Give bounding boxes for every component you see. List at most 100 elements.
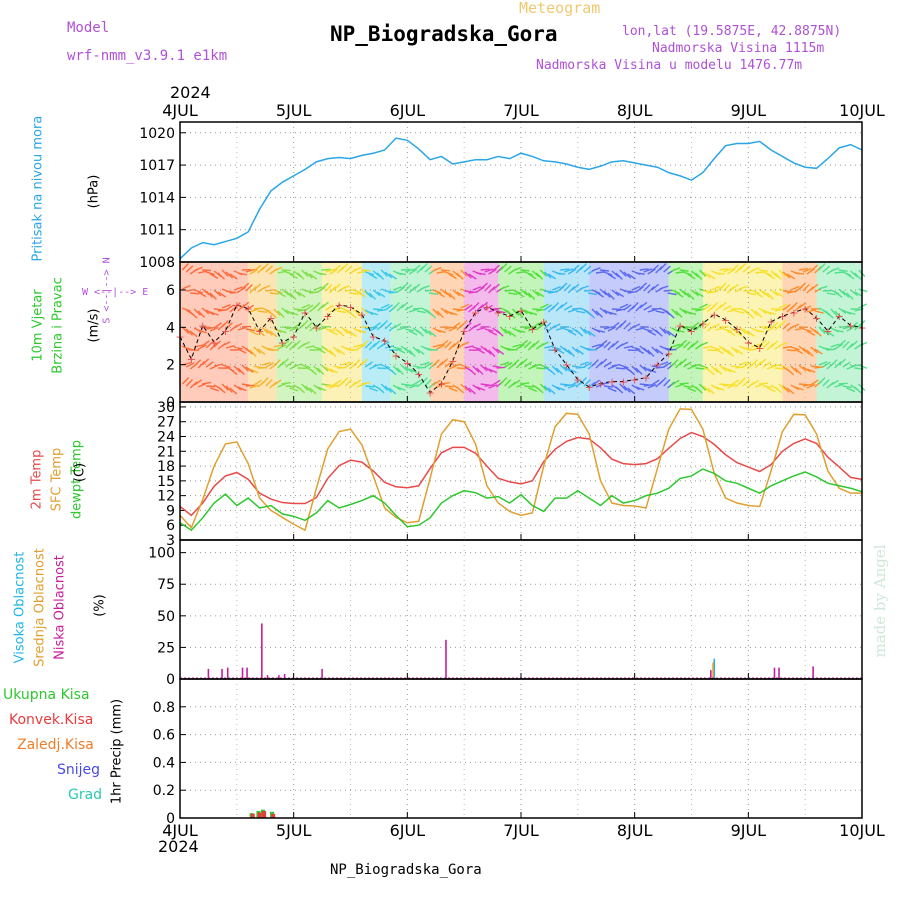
wind-band-12 (702, 263, 783, 401)
wind-barb-6-2 (205, 309, 215, 316)
wind-barb-166-6 (842, 385, 852, 389)
wind-point-17: + (369, 331, 378, 344)
wind-barb-61-3 (424, 328, 432, 336)
wind-point-43: + (664, 347, 673, 360)
wind-barb-87-2 (528, 311, 538, 316)
wind-barb-157-2 (806, 309, 816, 313)
wind-barb-44-3 (357, 329, 367, 334)
cloud-bar-2-0 (207, 668, 210, 679)
wind-barb-65-6 (440, 382, 450, 385)
precip-label-hail: Grad (68, 787, 103, 803)
wind-barb-5-6 (202, 381, 212, 385)
wind-barb-42-3 (348, 330, 357, 338)
wind-barb-144-5 (754, 361, 762, 369)
xtick-top-3: 7JUL (503, 101, 539, 120)
wind-barb-15-3 (241, 325, 251, 328)
wind-barb-152-6 (786, 387, 795, 395)
wind-barb-0-3 (181, 326, 190, 334)
wind-barb-34-3 (317, 326, 327, 331)
wind-barb-123-5 (671, 359, 679, 367)
wind-barb-130-5 (699, 364, 709, 369)
wind-barb-117-4 (647, 349, 655, 357)
wind-barb-25-2 (281, 307, 290, 315)
wind-barb-40-6 (340, 377, 349, 385)
cloud-bar-2-4 (246, 667, 248, 679)
wind-barb-134-0 (715, 272, 725, 275)
wind-barb-148-0 (770, 270, 779, 278)
wind-barb-62-3 (428, 330, 437, 338)
wind-barb-133-6 (711, 384, 720, 391)
wind-barb-136-1 (722, 284, 731, 292)
wind-barb-23-6 (273, 379, 282, 386)
wind-barb-85-0 (520, 269, 530, 272)
wind-barb-28-4 (293, 340, 301, 348)
wind-barb-76-4 (484, 347, 492, 355)
cloud-bar-2-1 (221, 668, 223, 679)
wind-barb-65-1 (440, 288, 449, 296)
wind-barb-139-4 (734, 348, 744, 355)
wind-barb-102-3 (587, 330, 596, 337)
wind-barb-117-3 (647, 330, 657, 336)
wind-barb-155-2 (798, 301, 807, 309)
wind-barb-26-4 (285, 341, 293, 349)
wind-barb-26-2 (285, 309, 294, 316)
wind-barb-168-4 (850, 340, 858, 348)
wind-barb-41-0 (344, 265, 353, 273)
wind-barb-90-5 (540, 364, 550, 369)
wind-barb-16-2 (245, 304, 254, 311)
wind-barb-26-6 (285, 385, 295, 388)
wind-barb-137-3 (726, 330, 736, 336)
wind-barb-110-2 (619, 303, 629, 309)
wind-barb-150-4 (778, 341, 788, 347)
wind-barb-18-6 (253, 379, 262, 386)
wind-barb-117-2 (647, 308, 657, 313)
wind-barb-26-0 (285, 271, 295, 276)
wind-barb-7-2 (209, 311, 219, 316)
wind-barb-10-0 (221, 269, 229, 277)
wind-barb-113-4 (631, 346, 641, 351)
wind-ytick-6: 6 (166, 283, 175, 299)
wind-barb-92-0 (547, 273, 557, 280)
wind-barb-34-4 (317, 348, 326, 354)
wind-barb-113-5 (631, 365, 639, 373)
wind-barb-155-0 (798, 268, 808, 271)
wind-barb-11-0 (225, 271, 234, 279)
wind-barb-72-6 (468, 387, 476, 395)
wind-point-30: + (516, 305, 525, 318)
wind-point-24: + (448, 355, 457, 368)
wind-barb-103-2 (591, 308, 599, 316)
wind-barb-50-2 (380, 303, 390, 309)
wind-barb-23-4 (273, 344, 283, 348)
wind-barb-64-1 (436, 291, 445, 298)
wind-barb-47-3 (368, 326, 378, 332)
wind-barb-96-6 (564, 384, 574, 387)
cloud-bar-2-2 (226, 667, 229, 679)
wind-barb-0-1 (182, 284, 191, 290)
wind-barb-53-4 (392, 346, 403, 350)
wind-barb-14-1 (237, 286, 247, 293)
wind-barb-45-6 (361, 381, 371, 385)
wind-barb-103-1 (591, 289, 601, 295)
wind-barb-62-1 (428, 292, 438, 295)
wind-barb-63-6 (432, 379, 441, 386)
wind-barb-25-1 (281, 288, 290, 296)
wind-barb-90-3 (539, 320, 548, 328)
wind-barb-82-3 (508, 330, 517, 338)
wind-barb-133-3 (711, 323, 720, 329)
wind-barb-166-0 (842, 271, 852, 277)
wind-barb-94-0 (556, 272, 566, 276)
precip-label-freezing: Zaledj.Kisa (17, 737, 94, 753)
wind-barb-141-5 (742, 361, 752, 368)
wind-barb-77-6 (488, 384, 498, 389)
wind-barb-101-6 (583, 379, 591, 387)
wind-barb-50-5 (380, 364, 390, 369)
wind-barb-37-6 (329, 384, 339, 389)
wind-barb-110-0 (619, 269, 627, 277)
temp-ytick-12: 12 (157, 489, 175, 505)
wind-barb-66-5 (444, 361, 453, 368)
wind-barb-72-5 (468, 368, 477, 376)
wind-barb-103-5 (591, 359, 599, 367)
wind-barb-4-2 (197, 310, 206, 318)
wind-barb-40-5 (341, 361, 351, 366)
